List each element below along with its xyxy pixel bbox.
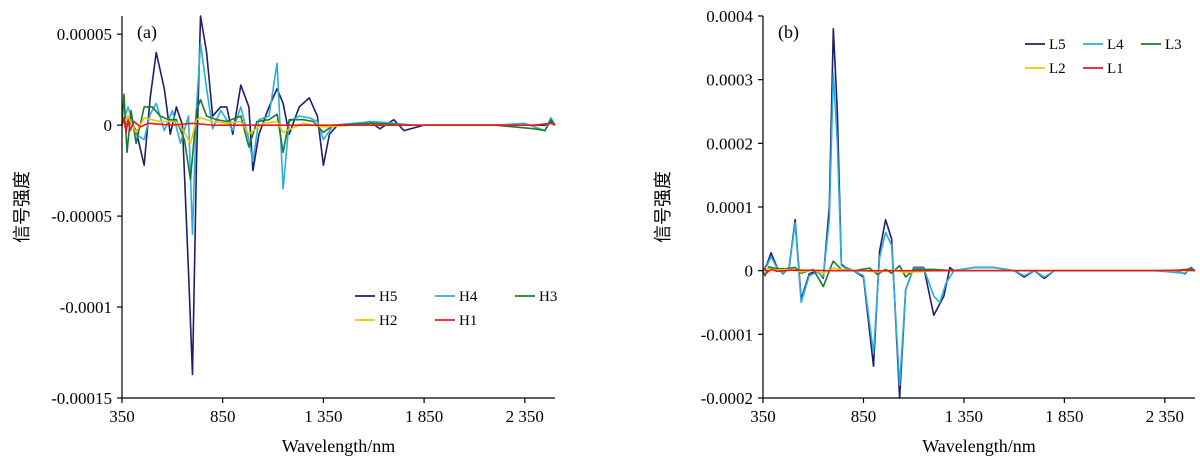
legend-label: H4: [459, 289, 478, 305]
series-line-l5: [762, 27, 1196, 399]
x-tick-label: 1 350: [945, 407, 983, 426]
chart-panel-b: 0.0004 0.0003 0.0002 0.0001 0 -0.0001 -0.00023…: [653, 7, 1196, 456]
panel-label: (b): [778, 22, 799, 43]
x-tick-label: 850: [210, 407, 236, 426]
y-axis-title: 信号强度: [653, 171, 674, 243]
legend-label: H5: [379, 289, 397, 305]
legend: H5 H4 H3 H2 H1: [355, 289, 557, 329]
legend-item-h4: H4: [435, 289, 478, 305]
y-tick-label: 0: [745, 262, 754, 281]
x-tick-label: 850: [851, 407, 877, 426]
x-tick-label: 350: [750, 407, 776, 426]
legend-item-h3: H3: [515, 289, 557, 305]
y-tick-label: 0.0004: [706, 7, 753, 26]
x-tick-label: 1 350: [304, 407, 342, 426]
series-line-l4: [762, 72, 1196, 387]
legend-label: H1: [459, 313, 477, 329]
panel-label: (a): [137, 22, 157, 43]
legend-item-l3: L3: [1141, 37, 1182, 53]
series-line-h5: [121, 15, 556, 376]
legend-label: H3: [539, 289, 557, 305]
y-tick-label: 0: [104, 116, 113, 135]
legend-label: L4: [1107, 37, 1124, 53]
x-tick-label: 1 850: [405, 407, 443, 426]
legend-label: L2: [1049, 61, 1066, 77]
series-line-h1: [121, 117, 556, 134]
x-axis-title: Wavelength/nm: [922, 436, 1036, 456]
legend-item-l4: L4: [1083, 37, 1124, 53]
series-line-l3: [762, 260, 1196, 288]
y-tick-label: 0.00005: [57, 25, 112, 44]
x-tick-label: 2 350: [506, 407, 544, 426]
legend-item-l2: L2: [1025, 61, 1066, 77]
x-tick-label: 1 850: [1045, 407, 1083, 426]
y-tick-label: 0.0003: [706, 71, 753, 90]
x-tick-label: 350: [109, 407, 135, 426]
legend: L5 L4 L3 L2 L1: [1025, 37, 1182, 77]
legend-item-l1: L1: [1083, 61, 1124, 77]
series-line-h4: [121, 42, 556, 236]
y-tick-label: -0.0002: [701, 389, 753, 408]
legend-label: L1: [1107, 61, 1124, 77]
y-tick-label: -0.00005: [51, 207, 112, 226]
legend-label: H2: [379, 313, 397, 329]
y-tick-label: -0.0001: [701, 325, 753, 344]
x-tick-label: 2 350: [1146, 407, 1184, 426]
legend-label: L3: [1165, 37, 1182, 53]
legend-item-h5: H5: [355, 289, 397, 305]
y-tick-label: 0.0001: [706, 198, 753, 217]
y-tick-label: 0.0002: [706, 134, 753, 153]
series-line-l1: [762, 267, 1196, 274]
legend-item-l5: L5: [1025, 37, 1066, 53]
y-axis-title: 信号强度: [12, 171, 33, 243]
legend-label: L5: [1049, 37, 1066, 53]
legend-item-h2: H2: [355, 313, 397, 329]
legend-item-h1: H1: [435, 313, 477, 329]
x-axis-title: Wavelength/nm: [282, 436, 396, 456]
y-tick-label: -0.00015: [51, 389, 112, 408]
y-tick-label: -0.0001: [60, 298, 112, 317]
